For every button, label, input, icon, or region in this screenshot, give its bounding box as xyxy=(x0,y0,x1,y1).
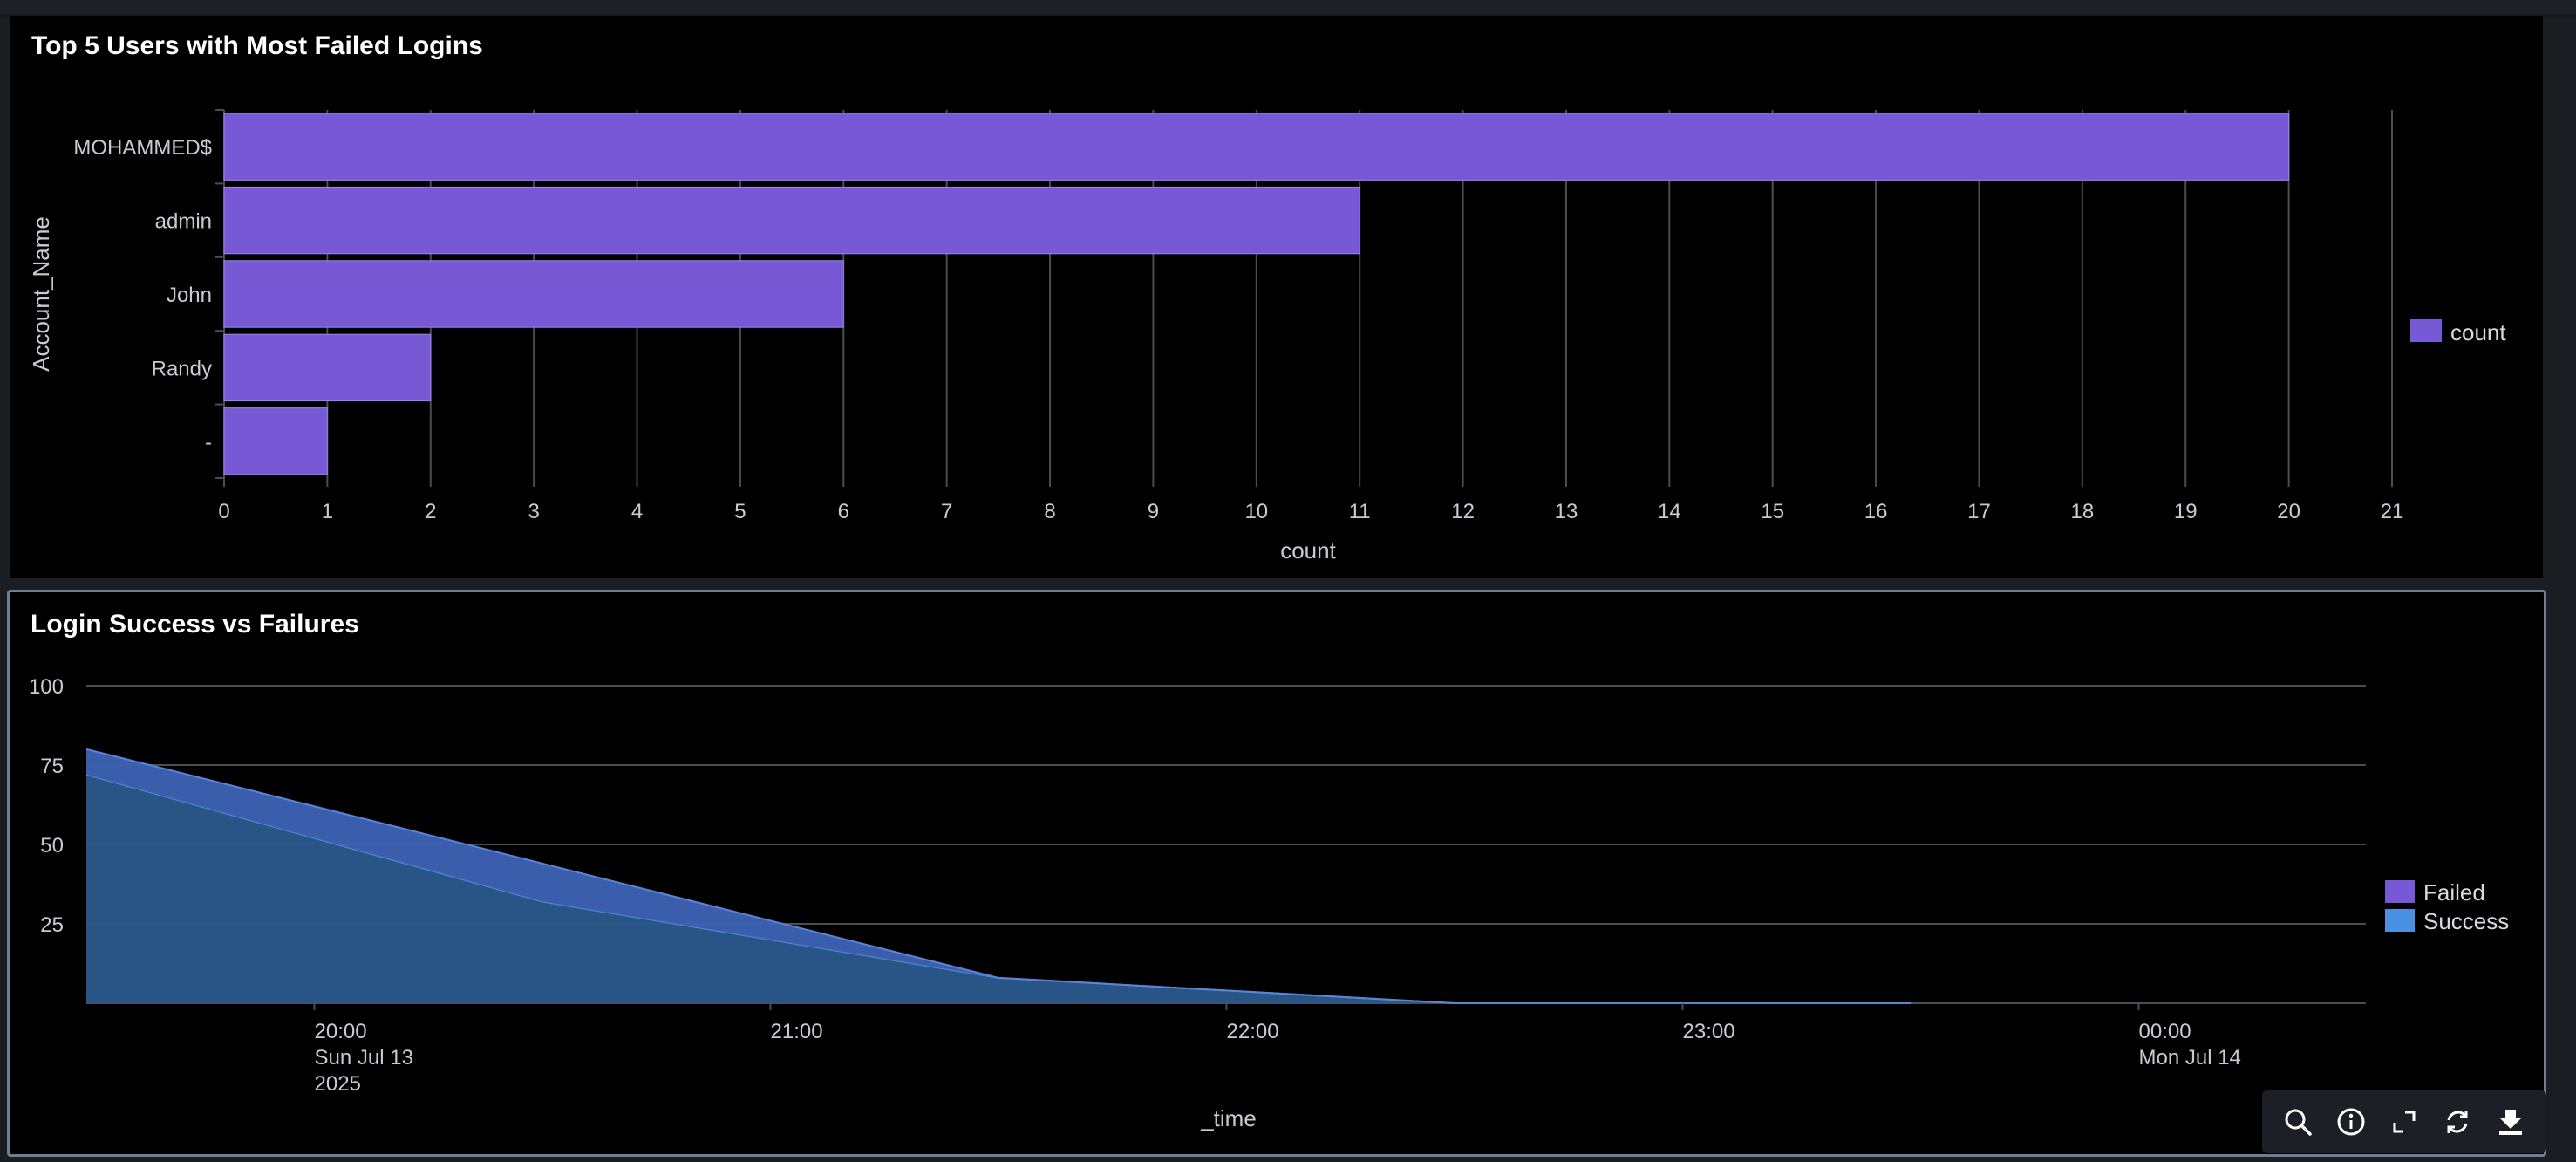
x-tick-label: 20:00 xyxy=(315,1020,367,1043)
x-tick-label: 2 xyxy=(425,500,436,523)
x-tick-label: 5 xyxy=(734,500,746,523)
x-tick-label: Mon Jul 14 xyxy=(2139,1046,2241,1070)
x-tick-label: 1 xyxy=(322,500,333,523)
category-label: - xyxy=(205,431,212,455)
x-tick-label: 6 xyxy=(838,500,849,523)
y-tick-label: 50 xyxy=(40,834,64,858)
legend-label: Failed xyxy=(2423,879,2485,906)
x-tick-label: 17 xyxy=(1967,500,1991,523)
x-tick-label: 22:00 xyxy=(1227,1020,1279,1043)
x-tick-label: 8 xyxy=(1044,500,1055,523)
search-icon[interactable] xyxy=(2279,1103,2317,1141)
panel-toolbar xyxy=(2262,1090,2546,1153)
x-tick-label: 15 xyxy=(1761,500,1784,523)
x-tick-label: 20 xyxy=(2277,500,2300,523)
x-tick-label: 18 xyxy=(2071,500,2095,523)
y-tick-label: 100 xyxy=(29,675,64,699)
area-failed xyxy=(86,774,1911,1003)
bar[interactable] xyxy=(223,186,1360,255)
x-tick-label: 00:00 xyxy=(2139,1020,2191,1043)
x-axis-title: count xyxy=(1280,537,1336,564)
legend-swatch xyxy=(2385,909,2415,932)
expand-icon[interactable] xyxy=(2385,1103,2423,1141)
x-tick-label: 7 xyxy=(941,500,952,523)
x-tick-label: Sun Jul 13 xyxy=(315,1046,413,1070)
legend-label: Success xyxy=(2423,908,2509,934)
category-label: MOHAMMED$ xyxy=(73,136,212,160)
category-label: John xyxy=(167,284,212,307)
x-tick-label: 14 xyxy=(1658,500,1681,523)
top-strip xyxy=(0,0,2576,17)
x-tick-label: 0 xyxy=(218,500,229,523)
refresh-icon[interactable] xyxy=(2438,1103,2477,1141)
bar[interactable] xyxy=(223,113,2290,181)
legend-swatch xyxy=(2385,880,2415,903)
y-tick-label: 75 xyxy=(40,755,64,778)
x-tick-label: 12 xyxy=(1451,500,1475,523)
y-axis-title: Account_Name xyxy=(28,216,54,372)
download-icon[interactable] xyxy=(2491,1103,2530,1141)
line-success xyxy=(85,748,1911,1004)
x-tick-label: 3 xyxy=(528,500,539,523)
x-tick-label: 11 xyxy=(1349,500,1371,523)
x-tick-label: 23:00 xyxy=(1683,1020,1735,1043)
x-tick-label: 9 xyxy=(1148,500,1159,523)
x-tick-label: 13 xyxy=(1555,500,1578,523)
panel-title: Top 5 Users with Most Failed Logins xyxy=(31,31,483,60)
x-tick-label: 21:00 xyxy=(771,1020,823,1043)
category-label: Randy xyxy=(152,357,212,380)
bar-chart: 0 1 2 3 4 5 6 7 8 9 10 11 12 13 14 15 16 17 18 19 20 21MOHAMM… xyxy=(28,109,2506,564)
bar[interactable] xyxy=(223,407,328,475)
y-tick-label: 25 xyxy=(40,913,64,937)
x-tick-label: 4 xyxy=(631,500,643,523)
legend-swatch xyxy=(2410,319,2442,342)
login-success-panel: Login Success vs Failures 25 50 75 100 20:00… xyxy=(7,590,2546,1157)
info-icon[interactable] xyxy=(2332,1103,2370,1141)
category-label: admin xyxy=(155,210,212,234)
panel-title: Login Success vs Failures xyxy=(31,610,359,639)
bar[interactable] xyxy=(223,333,432,402)
x-axis-title: _time xyxy=(1200,1105,1257,1131)
x-tick-label: 19 xyxy=(2174,500,2198,523)
bar[interactable] xyxy=(223,260,844,328)
x-tick-label: 16 xyxy=(1864,500,1888,523)
x-tick-label: 10 xyxy=(1244,500,1268,523)
x-tick-label: 2025 xyxy=(315,1072,361,1096)
x-tick-label: 21 xyxy=(2381,500,2404,523)
legend-label: count xyxy=(2450,319,2506,345)
